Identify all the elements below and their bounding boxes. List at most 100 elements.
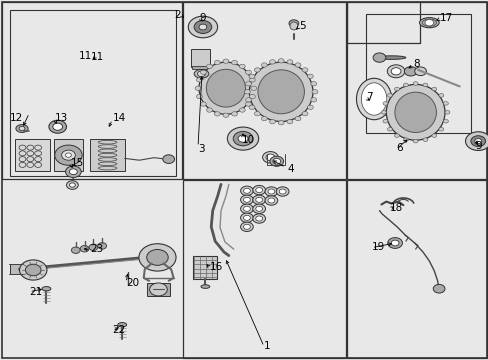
Bar [10,10,176,176]
Circle shape [444,111,449,114]
Circle shape [394,134,399,138]
Circle shape [200,70,206,75]
Circle shape [286,120,292,124]
Text: 23: 23 [90,244,103,254]
Circle shape [252,204,265,213]
Circle shape [255,216,262,221]
Circle shape [98,243,106,249]
Bar [10,264,23,274]
Circle shape [231,112,237,116]
Circle shape [252,185,265,195]
Bar [192,66,208,69]
Text: 21: 21 [29,287,42,297]
Circle shape [387,238,402,248]
Circle shape [307,105,313,109]
Circle shape [199,24,206,30]
Ellipse shape [421,19,436,26]
Circle shape [255,206,262,211]
Ellipse shape [361,83,386,115]
Circle shape [65,166,81,177]
Ellipse shape [376,56,405,59]
Circle shape [279,189,285,194]
Ellipse shape [249,62,312,122]
Circle shape [200,102,206,106]
Circle shape [386,94,391,97]
Text: 6: 6 [395,143,402,153]
Circle shape [286,60,292,64]
Circle shape [243,206,250,211]
Circle shape [403,83,407,87]
Circle shape [238,135,247,142]
Circle shape [196,78,202,82]
Bar [54,139,83,171]
Circle shape [432,284,444,293]
Ellipse shape [206,69,245,107]
Circle shape [276,187,288,196]
Circle shape [69,183,75,187]
Circle shape [248,74,254,78]
Circle shape [254,68,260,72]
Circle shape [443,102,447,105]
Bar [365,14,470,133]
Circle shape [65,153,71,157]
Circle shape [403,138,407,141]
Circle shape [269,156,283,166]
Circle shape [424,19,433,26]
Text: 9: 9 [199,13,206,23]
Circle shape [269,60,275,64]
Circle shape [381,111,386,114]
Circle shape [240,213,253,222]
Circle shape [69,169,77,175]
Circle shape [278,121,284,125]
Circle shape [239,108,245,112]
Circle shape [443,120,447,123]
Circle shape [66,181,78,189]
Text: 13: 13 [55,113,68,123]
Circle shape [195,86,201,90]
Circle shape [243,215,250,220]
Text: 3: 3 [198,144,204,154]
Circle shape [239,64,245,68]
Circle shape [245,82,251,86]
Circle shape [188,16,217,38]
Circle shape [269,120,275,124]
Text: 22: 22 [112,325,125,336]
Circle shape [438,127,443,131]
Circle shape [248,105,254,109]
Circle shape [194,21,211,33]
Circle shape [25,264,41,276]
Circle shape [71,247,80,253]
Circle shape [240,195,253,204]
Circle shape [245,70,251,75]
Circle shape [240,186,253,195]
Bar [15,139,50,171]
Circle shape [288,20,298,27]
Text: 10: 10 [242,135,255,145]
Ellipse shape [258,70,304,114]
Circle shape [264,196,277,205]
Text: 17: 17 [439,13,452,23]
Circle shape [261,116,266,121]
Ellipse shape [356,78,391,120]
Text: 20: 20 [126,278,139,288]
Bar [346,180,486,358]
Ellipse shape [394,92,435,132]
Circle shape [474,139,481,144]
Circle shape [252,195,265,204]
Circle shape [149,283,167,296]
Circle shape [223,59,228,63]
Bar [183,180,345,358]
Circle shape [206,64,212,68]
Circle shape [249,78,255,82]
Circle shape [470,136,485,147]
Text: 18: 18 [389,203,403,213]
Circle shape [80,246,89,252]
Circle shape [255,197,262,202]
Circle shape [311,90,317,94]
Circle shape [278,59,284,63]
Circle shape [302,112,307,116]
Circle shape [240,204,253,213]
Circle shape [310,98,316,102]
Ellipse shape [118,323,126,327]
Bar [2,2,182,179]
